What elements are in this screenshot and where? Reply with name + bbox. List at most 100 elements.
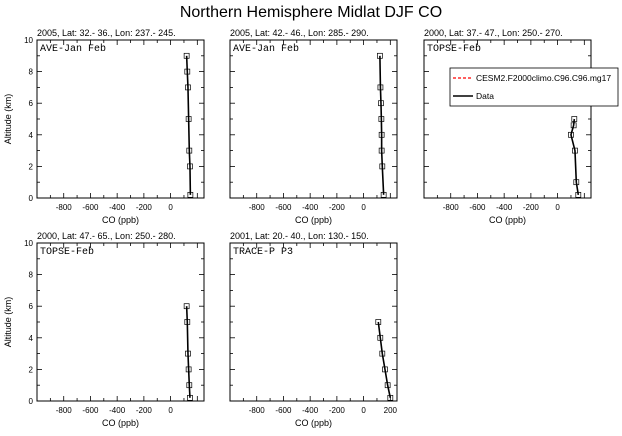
x-tick-label: -400 bbox=[302, 203, 319, 212]
data-point-marker bbox=[184, 319, 191, 325]
data-point-marker bbox=[379, 350, 386, 357]
data-point-marker bbox=[183, 52, 190, 59]
x-tick-label: -400 bbox=[109, 203, 126, 212]
y-tick-label: 4 bbox=[29, 131, 34, 140]
y-tick-label: 10 bbox=[24, 239, 33, 248]
panel-title: 2000, Lat: 37.- 47., Lon: 250.- 270. bbox=[424, 28, 563, 38]
series-line-data bbox=[185, 55, 192, 195]
data-point-marker bbox=[185, 84, 191, 91]
x-tick-label: -200 bbox=[329, 406, 346, 415]
chart-panels: 2005, Lat: 32.- 36., Lon: 237.- 245. AVE-… bbox=[3, 28, 592, 428]
data-point-marker bbox=[378, 116, 385, 122]
y-tick-label: 10 bbox=[24, 36, 33, 45]
data-point-marker bbox=[187, 163, 193, 170]
x-tick-label: -800 bbox=[249, 406, 266, 415]
data-point-marker bbox=[186, 147, 193, 154]
x-tick-label: -200 bbox=[523, 203, 540, 212]
x-tick-label: -400 bbox=[302, 406, 319, 415]
x-tick-label: -600 bbox=[275, 406, 292, 415]
data-point-marker bbox=[378, 100, 384, 107]
chart-panel-3: 2000, Lat: 37.- 47., Lon: 250.- 270. TOPS… bbox=[423, 28, 592, 225]
inset-label: TOPSE-Feb bbox=[427, 43, 481, 55]
x-tick-label: -800 bbox=[443, 203, 460, 212]
x-axis-label: CO (ppb) bbox=[489, 215, 526, 225]
legend-entry-label: CESM2.F2000climo.C96.C96.mg17 bbox=[476, 73, 611, 83]
y-tick-label: 2 bbox=[29, 365, 34, 374]
panel-title: 2005, Lat: 42.- 46., Lon: 285.- 290. bbox=[230, 28, 369, 38]
x-tick-label: -600 bbox=[82, 406, 99, 415]
x-axis-label: CO (ppb) bbox=[102, 418, 139, 428]
data-point-marker bbox=[185, 116, 192, 122]
legend-entry-label: Data bbox=[476, 91, 494, 101]
data-point-marker bbox=[380, 191, 387, 198]
x-axis-label: CO (ppb) bbox=[102, 215, 139, 225]
panel-title: 2000, Lat: 47.- 65., Lon: 250.- 280. bbox=[37, 231, 176, 241]
data-point-marker bbox=[187, 191, 194, 198]
data-point-marker bbox=[382, 366, 388, 373]
x-tick-label: -800 bbox=[56, 203, 73, 212]
y-tick-label: 0 bbox=[29, 397, 34, 406]
y-tick-label: 6 bbox=[29, 99, 34, 108]
chart-panel-1: 2005, Lat: 32.- 36., Lon: 237.- 245. AVE-… bbox=[3, 28, 205, 225]
data-point-marker bbox=[185, 350, 191, 357]
data-point-marker bbox=[184, 68, 191, 75]
data-point-marker bbox=[185, 366, 192, 373]
data-point-marker bbox=[387, 394, 394, 401]
y-tick-label: 0 bbox=[29, 194, 34, 203]
data-point-marker bbox=[379, 163, 386, 170]
data-point-marker bbox=[186, 382, 193, 389]
chart-panel-5: 2001, Lat: 20.- 40., Lon: 130.- 150. TRAC… bbox=[229, 231, 398, 428]
data-point-marker bbox=[573, 179, 580, 186]
inset-label: TOPSE-Feb bbox=[40, 246, 94, 258]
plot-frame bbox=[229, 242, 398, 402]
plot-frame bbox=[423, 39, 592, 199]
plot-frame bbox=[229, 39, 398, 199]
chart-panel-4: 2000, Lat: 47.- 65., Lon: 250.- 280. TOPS… bbox=[3, 231, 205, 428]
x-tick-label: 0 bbox=[555, 203, 560, 212]
chart-panel-2: 2005, Lat: 42.- 46., Lon: 285.- 290. AVE-… bbox=[229, 28, 398, 225]
y-tick-label: 8 bbox=[29, 271, 34, 280]
data-point-marker bbox=[187, 394, 193, 401]
data-point-marker bbox=[377, 52, 383, 59]
plot-frame bbox=[36, 242, 205, 402]
data-point-marker bbox=[568, 131, 574, 138]
y-tick-label: 8 bbox=[29, 68, 34, 77]
data-point-marker bbox=[378, 147, 385, 154]
data-point-marker bbox=[570, 122, 577, 129]
x-tick-label: -800 bbox=[249, 203, 266, 212]
x-tick-label: -200 bbox=[136, 406, 153, 415]
inset-label: AVE-Jan Feb bbox=[40, 43, 106, 55]
x-tick-label: -800 bbox=[56, 406, 73, 415]
x-tick-label: -600 bbox=[275, 203, 292, 212]
y-axis-label: Altitude (km) bbox=[3, 297, 13, 348]
y-tick-label: 6 bbox=[29, 302, 34, 311]
series-line-data bbox=[377, 321, 392, 399]
legend-frame bbox=[449, 67, 619, 107]
x-tick-label: -600 bbox=[469, 203, 486, 212]
x-tick-label: 0 bbox=[361, 203, 366, 212]
y-tick-label: 2 bbox=[29, 162, 34, 171]
panel-title: 2001, Lat: 20.- 40., Lon: 130.- 150. bbox=[230, 231, 369, 241]
data-point-marker bbox=[384, 382, 391, 389]
y-axis-label: Altitude (km) bbox=[3, 94, 13, 145]
series-line-data bbox=[570, 118, 580, 195]
legend: CESM2.F2000climo.C96.C96.mg17 Data bbox=[449, 67, 619, 107]
data-point-marker bbox=[378, 131, 385, 138]
x-tick-label: -200 bbox=[329, 203, 346, 212]
data-point-marker bbox=[375, 319, 382, 325]
data-point-marker bbox=[575, 191, 582, 198]
data-point-marker bbox=[572, 147, 578, 154]
inset-label: AVE-Jan Feb bbox=[233, 43, 299, 55]
figure-title: Northern Hemisphere Midlat DJF CO bbox=[180, 4, 442, 21]
data-point-marker bbox=[571, 116, 578, 122]
x-axis-label: CO (ppb) bbox=[295, 215, 332, 225]
data-point-marker bbox=[377, 334, 384, 341]
data-point-marker bbox=[183, 303, 190, 310]
x-tick-label: -400 bbox=[496, 203, 513, 212]
x-tick-label: -600 bbox=[82, 203, 99, 212]
plot-frame bbox=[36, 39, 205, 199]
x-tick-label: -200 bbox=[136, 203, 153, 212]
x-tick-label: 0 bbox=[168, 203, 173, 212]
inset-label: TRACE-P P3 bbox=[233, 247, 293, 258]
